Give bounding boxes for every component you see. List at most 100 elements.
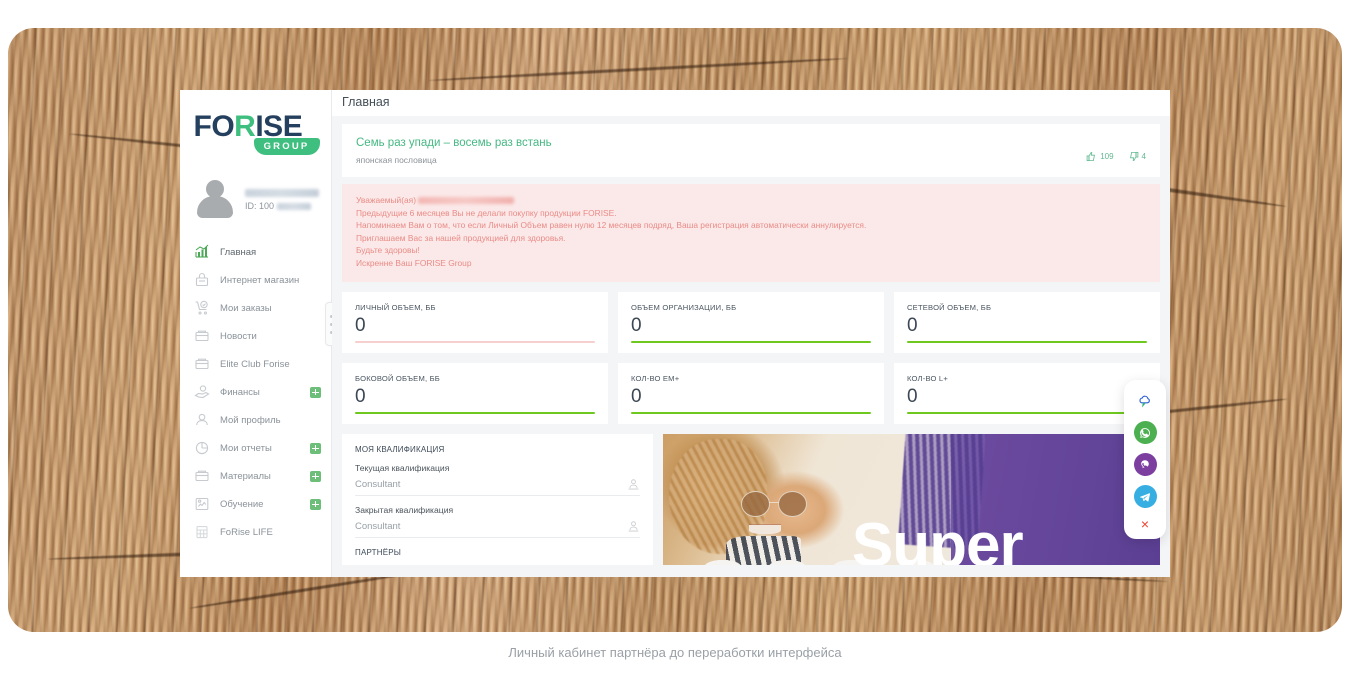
dislike-button[interactable]: 4 (1128, 151, 1146, 162)
person-icon (194, 412, 210, 428)
lower-section: МОЯ КВАЛИФИКАЦИЯ Текущая квалификация Co… (332, 424, 1170, 565)
news-icon (194, 356, 210, 372)
current-qualification-value: Consultant (355, 478, 401, 490)
alert-line-6: Искренне Ваш FORISE Group (356, 257, 472, 268)
logo[interactable]: FORISE GROUP (180, 90, 331, 162)
closed-qualification-field: Закрытая квалификация Consultant (355, 505, 640, 538)
sidebar-nav: Главная Интернет магазин Мои заказы Ново… (180, 234, 331, 546)
sidebar-item-label: Материалы (220, 470, 271, 482)
telegram-icon[interactable] (1133, 485, 1157, 508)
stat-underline (631, 411, 871, 414)
alert-line-1: Уважаемый(ая) (356, 194, 1146, 207)
stat-value: 0 (355, 385, 366, 407)
viber-icon[interactable] (1133, 453, 1157, 476)
stat-underline (355, 411, 595, 414)
stat-label: СЕТЕВОЙ ОБЪЕМ, ББ (907, 302, 992, 312)
logo-part-fo: FO (193, 110, 235, 143)
stat-cards-grid: ЛИЧНЫЙ ОБЪЕМ, ББ 0 ОБЪЕМ ОРГАНИЗАЦИИ, ББ… (332, 282, 1170, 424)
sidebar-item-obuchenie[interactable]: Обучение (180, 490, 331, 518)
stat-card: БОКОВОЙ ОБЪЕМ, ББ 0 (342, 362, 608, 424)
social-widget: × (1124, 380, 1166, 539)
grid-icon (194, 524, 210, 540)
stat-value: 0 (907, 314, 918, 336)
telegram-glyph (1139, 492, 1151, 502)
banner-smile (749, 525, 782, 535)
alert-line-3: Напоминаем Вам о том, что если Личный Об… (356, 220, 867, 231)
hand-coin-icon (194, 384, 210, 400)
sidebar-item-glavnaya[interactable]: Главная (180, 238, 331, 266)
logo-group-label: GROUP (263, 141, 310, 152)
stat-label: КОЛ-ВО EM+ (631, 373, 680, 383)
sidebar-item-moi-otchety[interactable]: Мои отчеты (180, 434, 331, 462)
stat-value: 0 (631, 385, 642, 407)
stat-underline (355, 340, 595, 343)
presentation-icon (194, 496, 210, 512)
alert-line-2: Предыдущие 6 месяцев Вы не делали покупк… (356, 207, 617, 218)
page-title: Главная (332, 90, 1170, 116)
quote-card: Семь раз упади – восемь раз встань японс… (342, 124, 1160, 177)
dislike-count: 4 (1141, 152, 1146, 161)
news-icon (194, 468, 210, 484)
whatsapp-icon[interactable] (1133, 421, 1157, 444)
sidebar-item-forise-life[interactable]: FoRise LIFE (180, 518, 331, 546)
logo-part-ise: ISE (255, 110, 303, 143)
user-block[interactable]: ID: 100 (180, 162, 331, 234)
sidebar-item-label: Мои заказы (220, 302, 272, 314)
closed-qualification-label: Закрытая квалификация (355, 504, 454, 515)
logo-text: FORISE (194, 110, 318, 144)
cart-check-icon (194, 300, 210, 316)
stat-card: КОЛ-ВО L+ 0 (894, 362, 1160, 424)
sidebar-item-novosti[interactable]: Новости (180, 322, 331, 350)
partners-title: ПАРТНЁРЫ (355, 547, 402, 557)
current-qualification-field: Текущая квалификация Consultant (355, 463, 640, 496)
sidebar-item-moy-profil[interactable]: Мой профиль (180, 406, 331, 434)
sidebar-item-elite-club-forise[interactable]: Elite Club Forise (180, 350, 331, 378)
sidebar-item-moi-zakazy[interactable]: Мои заказы (180, 294, 331, 322)
qualification-card: МОЯ КВАЛИФИКАЦИЯ Текущая квалификация Co… (342, 433, 653, 565)
close-icon[interactable]: × (1140, 516, 1150, 532)
figure-caption: Личный кабинет партнёра до переработки и… (508, 645, 842, 660)
chat-cloud-glyph (1139, 395, 1150, 407)
expand-plus-icon[interactable] (310, 442, 321, 454)
stat-label: БОКОВОЙ ОБЪЕМ, ББ (355, 373, 440, 383)
sidebar-item-label: FoRise LIFE (220, 526, 273, 538)
stat-underline (907, 411, 1147, 414)
like-button[interactable]: 109 (1086, 151, 1114, 162)
user-name (245, 185, 319, 199)
user-id: ID: 100 (245, 199, 319, 213)
stat-underline (631, 340, 871, 343)
stat-card: ОБЪЕМ ОРГАНИЗАЦИИ, ББ 0 (618, 291, 884, 353)
main-content: Главная Семь раз упади – восемь раз вста… (332, 90, 1170, 577)
avatar (194, 178, 236, 220)
sidebar-item-label: Интернет магазин (220, 274, 300, 286)
expand-plus-icon[interactable] (310, 386, 321, 398)
stat-card: КОЛ-ВО EM+ 0 (618, 362, 884, 424)
sidebar-item-label: Обучение (220, 498, 264, 510)
sidebar: FORISE GROUP ID: 100 Главная (180, 90, 338, 577)
sunglasses-icon (740, 491, 808, 518)
sidebar-item-materialy[interactable]: Материалы (180, 462, 331, 490)
expand-plus-icon[interactable] (310, 498, 321, 510)
stat-value: 0 (907, 385, 918, 407)
qualification-title: МОЯ КВАЛИФИКАЦИЯ (355, 444, 445, 454)
rank-person-icon (627, 478, 640, 491)
logo-part-r: R (234, 110, 256, 143)
banner-cups (692, 554, 942, 565)
current-qualification-label: Текущая квалификация (355, 462, 450, 473)
expand-plus-icon[interactable] (310, 470, 321, 482)
closed-qualification-value: Consultant (355, 520, 401, 532)
stat-value: 0 (631, 314, 642, 336)
rank-person-icon (627, 520, 640, 533)
promo-banner[interactable]: Super (663, 433, 1160, 565)
like-count: 109 (1100, 152, 1114, 161)
banner-word: Super (851, 510, 1024, 565)
chat-cloud-icon[interactable] (1134, 389, 1157, 412)
news-icon (194, 328, 210, 344)
thumbs-up-icon (1086, 151, 1096, 162)
quote-text: Семь раз упади – восемь раз встань (356, 137, 552, 149)
sidebar-item-internet-magazin[interactable]: Интернет магазин (180, 266, 331, 294)
sidebar-item-finansy[interactable]: Финансы (180, 378, 331, 406)
quote-source: японская пословица (356, 155, 437, 165)
alert-banner: Уважаемый(ая) Предыдущие 6 месяцев Вы не… (342, 184, 1160, 282)
sidebar-item-label: Финансы (220, 386, 260, 398)
